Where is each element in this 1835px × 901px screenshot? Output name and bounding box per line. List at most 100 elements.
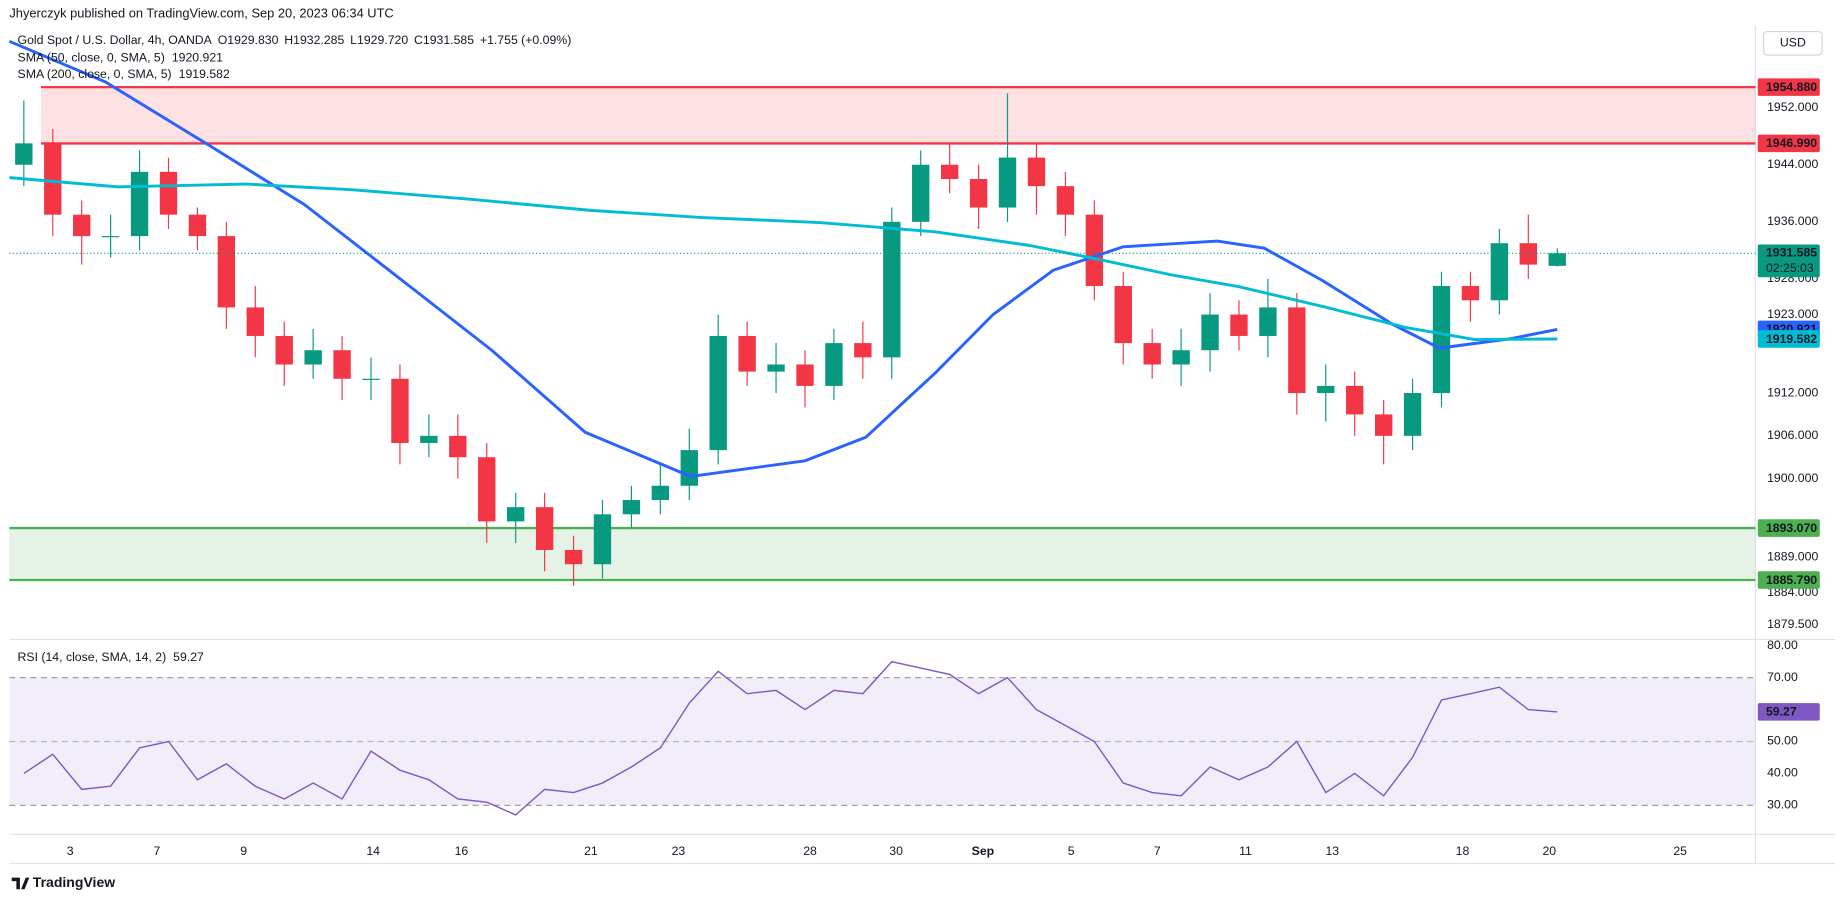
candle-body (1056, 186, 1075, 215)
legend-name: SMA (50, close, 0, SMA, 5) (18, 51, 165, 65)
level-badge-bg (1757, 519, 1820, 537)
candle-body (651, 485, 670, 501)
candle-body (969, 179, 988, 208)
rsi-legend-value: 59.27 (173, 650, 204, 664)
candle-body (622, 500, 641, 515)
candle-body (15, 143, 33, 165)
candle-body (1085, 214, 1103, 287)
level-badge: 1885.790 (1766, 573, 1817, 587)
candle-body (1201, 314, 1219, 351)
x-tick-label: 7 (154, 844, 161, 858)
candle-body (1288, 307, 1306, 394)
x-tick-label: 7 (1154, 844, 1161, 858)
candle-body (101, 236, 120, 238)
candle-body (940, 164, 959, 180)
candle-body (420, 435, 438, 443)
y-tick-label: 80.00 (1767, 638, 1798, 652)
sma-line (9, 176, 1558, 342)
candle-body (593, 514, 612, 565)
x-tick-label: 3 (67, 844, 74, 858)
candle-body (912, 164, 930, 222)
y-tick-label: 1944.000 (1767, 157, 1818, 171)
candle-body (1374, 414, 1393, 436)
level-badge-bg (1757, 78, 1820, 96)
candle-body (1027, 157, 1046, 187)
zone (40, 87, 1756, 144)
x-tick-label: 23 (672, 844, 686, 858)
x-tick-label: 20 (1542, 844, 1556, 858)
rsi-band (9, 677, 1756, 806)
x-tick-label: 11 (1239, 844, 1252, 858)
x-tick-label: 5 (1068, 844, 1075, 858)
legend-name: SMA (200, close, 0, SMA, 5) (18, 67, 172, 81)
x-tick-label: 21 (584, 844, 598, 858)
candle-body (767, 364, 785, 372)
level-badge: 1954.880 (1766, 80, 1817, 94)
y-tick-label: 30.00 (1767, 798, 1798, 812)
rsi-badge: 59.27 (1766, 705, 1797, 719)
candle-body (1259, 307, 1277, 336)
candle-body (998, 157, 1017, 208)
rsi-legend-name: RSI (14, close, SMA, 14, 2) (18, 650, 167, 664)
sma-line (8, 39, 1558, 478)
brand-logo (11, 877, 30, 890)
candle-body (1143, 343, 1161, 365)
countdown: 02:25:03 (1766, 261, 1814, 275)
y-tick-label: 70.00 (1767, 670, 1798, 684)
publisher: Jhyerczyk published on TradingView.com, … (9, 5, 393, 20)
candle-body (217, 236, 236, 308)
ohlc-value: 1929.830 (227, 33, 278, 47)
x-tick-label: 14 (366, 844, 380, 858)
level-badge: 1893.070 (1766, 521, 1817, 535)
y-tick-label: 1912.000 (1767, 385, 1818, 399)
currency-box[interactable] (1763, 31, 1823, 56)
candle-body (1346, 385, 1364, 415)
candle-body (680, 450, 698, 486)
x-tick-label: 9 (240, 844, 247, 858)
candle-body (449, 435, 467, 458)
x-tick-label: Sep (972, 844, 995, 858)
candle-body (825, 343, 843, 386)
sma-badge: 1919.582 (1766, 332, 1817, 346)
ohlc-value: 1929.720 (357, 33, 408, 47)
y-tick-label: 1906.000 (1767, 428, 1818, 442)
candle-body (1114, 286, 1132, 344)
brand-name: TradingView (33, 874, 115, 890)
currency: USD (1780, 36, 1806, 50)
y-tick-label: 1879.500 (1767, 617, 1818, 631)
level-badge-bg (1757, 134, 1820, 153)
ohlc-key: O (218, 33, 228, 47)
level-badge: 1946.990 (1766, 136, 1817, 150)
price-change: +1.755 (+0.09%) (480, 33, 571, 47)
candle-body (44, 143, 62, 215)
last-price-badge-bg (1757, 244, 1820, 278)
y-tick-label: 40.00 (1767, 766, 1798, 780)
symbol: Gold Spot / U.S. Dollar, 4h, OANDA (18, 33, 213, 47)
last-price-badge: 1931.585 (1766, 246, 1817, 260)
y-tick-label: 1889.000 (1767, 549, 1818, 563)
candle-body (1432, 286, 1451, 394)
rsi-badge-bg (1757, 703, 1820, 721)
candle-body (159, 171, 178, 215)
x-tick-label: 30 (889, 844, 903, 858)
candle-body (1461, 286, 1480, 301)
candle-body (535, 507, 554, 550)
candle-body (506, 507, 525, 522)
candle-body (564, 549, 583, 565)
y-tick-label: 50.00 (1767, 734, 1798, 748)
y-tick-label: 1900.000 (1767, 471, 1818, 485)
candle-body (1230, 314, 1248, 336)
ohlc-key: C (414, 33, 423, 47)
candle-body (1172, 350, 1190, 365)
brand: TradingView (11, 874, 115, 890)
x-tick-label: 16 (455, 844, 469, 858)
candle-body (1490, 243, 1509, 301)
x-tick-label: 28 (803, 844, 817, 858)
level-badge-bg (1757, 571, 1820, 589)
candle-body (275, 335, 293, 365)
y-tick-label: 1952.000 (1767, 100, 1818, 114)
legend-value: 1920.921 (172, 51, 223, 65)
ohlc-key: H (284, 33, 293, 47)
